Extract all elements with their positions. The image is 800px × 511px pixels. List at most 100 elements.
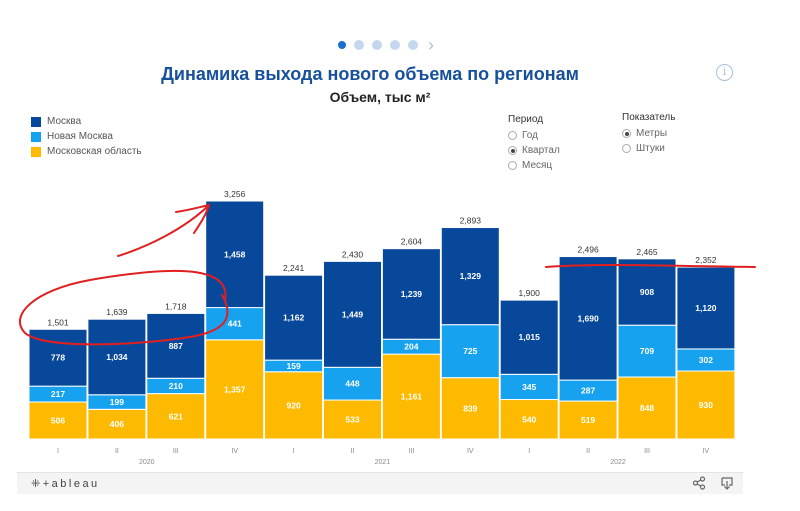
- bar-value-label: 1,449: [342, 309, 364, 319]
- bar-value-label: 345: [522, 382, 536, 392]
- legend-label: Москва: [47, 116, 82, 127]
- bar-total-label: 3,256: [224, 189, 246, 199]
- bar-value-label: 441: [228, 319, 242, 329]
- bar-segment-3-7[interactable]: [381, 248, 441, 340]
- pager-dot-4[interactable]: [390, 40, 400, 50]
- x-tick-label: III: [644, 448, 650, 455]
- bar-value-label: 448: [345, 379, 359, 389]
- radio-label: Месяц: [522, 160, 553, 171]
- bar-segment-3-8[interactable]: [440, 227, 500, 326]
- bar-segment-1-9[interactable]: [499, 399, 559, 440]
- bar-segment-1-6[interactable]: [323, 399, 382, 440]
- pager-dot-3[interactable]: [372, 40, 382, 50]
- bar-value-label: 920: [287, 400, 301, 410]
- bar-segment-2-11[interactable]: [617, 324, 677, 378]
- legend-swatch: [31, 131, 41, 142]
- radio-month[interactable]: Месяц: [508, 158, 560, 173]
- radio-button[interactable]: [622, 129, 631, 138]
- x-group-label: 2021: [375, 459, 391, 466]
- bar-total-label: 2,465: [636, 247, 658, 257]
- bar-segment-3-2[interactable]: [87, 318, 147, 396]
- x-tick-label: II: [586, 448, 590, 455]
- bar-segment-2-6[interactable]: [323, 366, 382, 401]
- bar-segment-2-9[interactable]: [499, 373, 559, 401]
- indicator-filter-title: Показатель: [622, 112, 676, 123]
- bar-value-label: 621: [169, 411, 183, 421]
- bar-segment-1-10[interactable]: [558, 400, 618, 440]
- bar-segment-2-8[interactable]: [440, 324, 500, 379]
- bar-segment-1-11[interactable]: [617, 376, 677, 440]
- bar-total-label: 2,430: [342, 249, 364, 259]
- bar-value-label: 1,120: [695, 303, 717, 313]
- bar-segment-1-3[interactable]: [146, 393, 206, 440]
- pager-dot-1[interactable]: [338, 41, 346, 49]
- legend: Москва Новая Москва Московская область: [31, 114, 142, 159]
- bar-value-label: 1,161: [401, 392, 423, 402]
- legend-label: Московская область: [47, 146, 142, 157]
- radio-label: Штуки: [636, 143, 665, 154]
- radio-button[interactable]: [508, 131, 517, 140]
- x-tick-label: I: [528, 448, 530, 455]
- x-tick-label: II: [115, 448, 119, 455]
- radio-button[interactable]: [508, 161, 517, 170]
- bar-segment-1-8[interactable]: [440, 377, 500, 440]
- bar-total-label: 2,496: [577, 245, 599, 255]
- radio-label: Квартал: [522, 145, 560, 156]
- radio-button[interactable]: [622, 144, 631, 153]
- bar-segment-2-4[interactable]: [205, 307, 265, 341]
- pager-dot-5[interactable]: [408, 40, 418, 50]
- radio-button[interactable]: [508, 146, 517, 155]
- bar-segment-3-11[interactable]: [617, 258, 677, 326]
- bar-segment-1-1[interactable]: [28, 401, 88, 440]
- radio-year[interactable]: Год: [508, 128, 560, 143]
- legend-swatch: [31, 116, 41, 127]
- x-tick-label: IV: [703, 448, 710, 455]
- legend-item-moscow-region[interactable]: Московская область: [31, 144, 142, 159]
- bar-value-label: 210: [169, 381, 183, 391]
- share-icon[interactable]: [692, 476, 706, 490]
- bar-segment-3-9[interactable]: [499, 299, 559, 375]
- radio-quarter[interactable]: Квартал: [508, 143, 560, 158]
- bar-value-label: 287: [581, 386, 595, 396]
- radio-meters[interactable]: Метры: [622, 126, 675, 141]
- indicator-filter: Показатель Метры Штуки: [622, 112, 675, 156]
- period-filter-title: Период: [508, 114, 544, 125]
- legend-item-moscow[interactable]: Москва: [31, 114, 142, 129]
- bar-value-label: 1,357: [224, 384, 246, 394]
- bar-segment-1-4[interactable]: [205, 339, 265, 440]
- info-icon[interactable]: i: [716, 64, 733, 81]
- annotation-arrow: [117, 203, 211, 257]
- radio-label: Метры: [636, 128, 668, 139]
- bar-value-label: 778: [51, 353, 65, 363]
- tableau-logo[interactable]: ⁜+ableau: [31, 477, 100, 490]
- bar-value-label: 406: [110, 419, 124, 429]
- bar-segment-1-7[interactable]: [381, 353, 441, 440]
- bar-segment-1-12[interactable]: [676, 370, 736, 440]
- download-icon[interactable]: [720, 476, 734, 490]
- bar-total-label: 2,241: [283, 263, 305, 273]
- bar-total-label: 1,718: [165, 301, 187, 311]
- period-filter: Период Год Квартал Месяц: [508, 114, 560, 173]
- bar-value-label: 204: [404, 342, 418, 352]
- bar-segment-3-12[interactable]: [676, 266, 736, 350]
- bar-total-label: 1,501: [47, 317, 69, 327]
- bar-segment-3-10[interactable]: [558, 256, 618, 381]
- radio-units[interactable]: Штуки: [622, 141, 675, 156]
- bar-segment-1-5[interactable]: [264, 371, 324, 440]
- chevron-right-icon[interactable]: ›: [428, 35, 434, 55]
- bar-segment-3-6[interactable]: [323, 260, 382, 368]
- page-title: Динамика выхода нового объема по региона…: [161, 64, 579, 84]
- bar-value-label: 1,458: [224, 249, 246, 259]
- x-tick-label: IV: [467, 448, 474, 455]
- bar-segment-1-2[interactable]: [87, 408, 147, 440]
- pager-dot-2[interactable]: [354, 40, 364, 50]
- bar-segment-3-3[interactable]: [146, 312, 206, 379]
- x-tick-label: III: [173, 448, 179, 455]
- x-tick-label: III: [408, 448, 414, 455]
- bar-segment-3-4[interactable]: [205, 200, 265, 309]
- bar-value-label: 839: [463, 403, 477, 413]
- x-tick-label: I: [57, 448, 59, 455]
- legend-item-new-moscow[interactable]: Новая Москва: [31, 129, 142, 144]
- bar-value-label: 1,162: [283, 313, 305, 323]
- bar-segment-3-5[interactable]: [264, 274, 324, 361]
